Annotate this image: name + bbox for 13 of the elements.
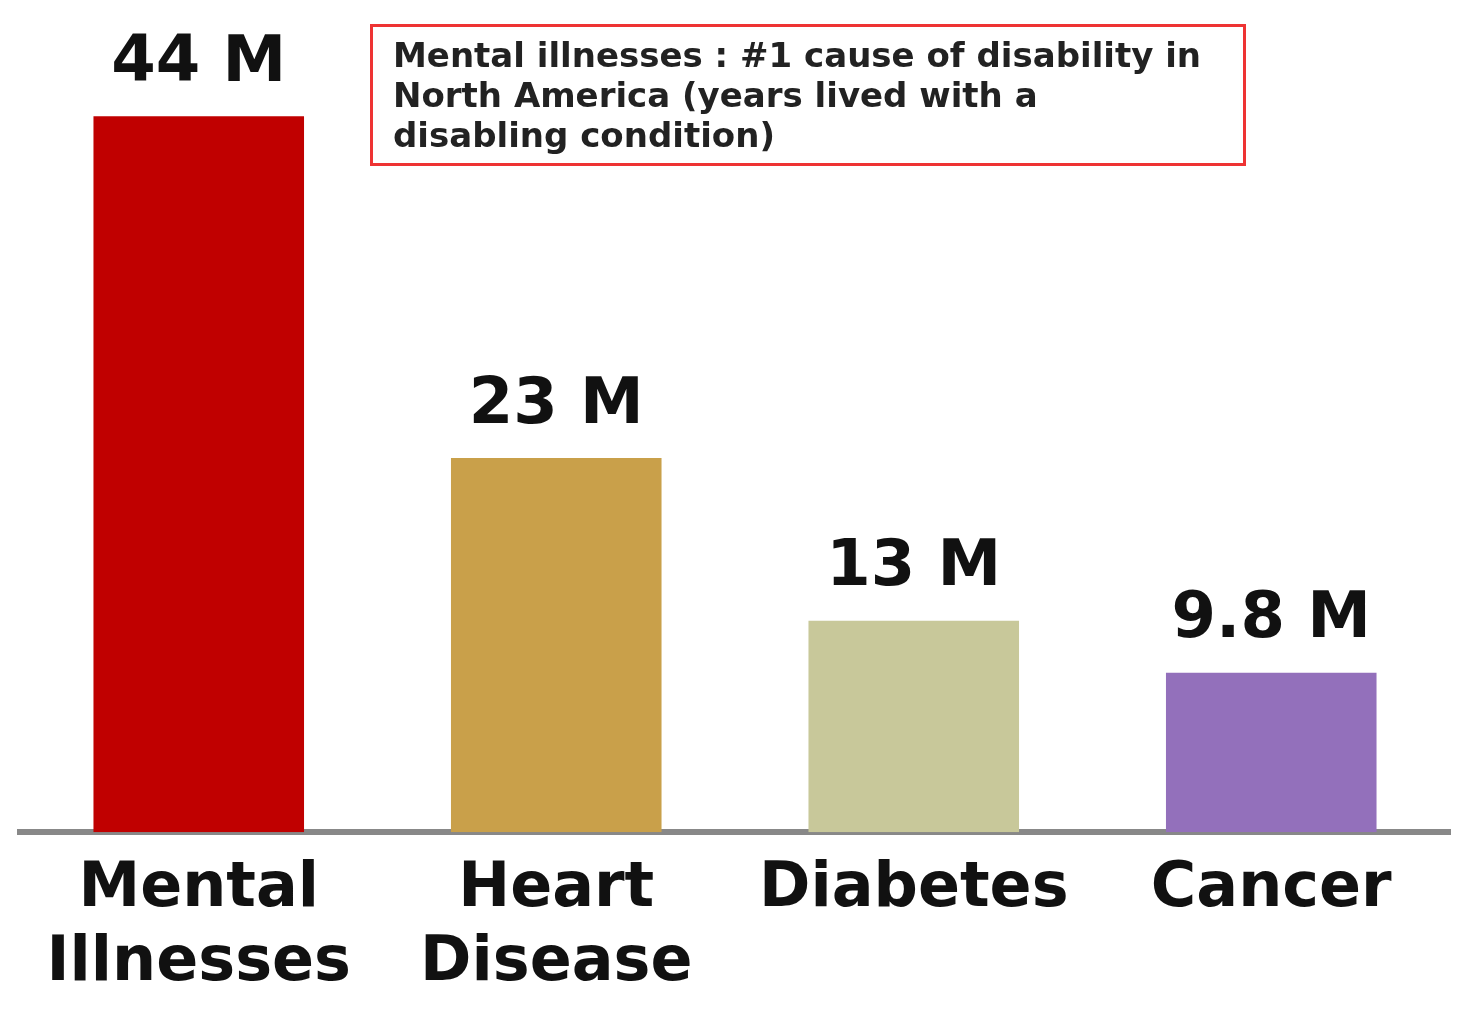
bar [1165,672,1377,833]
data-label: 13 M [826,526,1002,601]
data-label: 23 M [468,363,644,438]
x-tick-label: Cancer [1150,847,1393,921]
x-tick-label: Mental Illnesses [46,847,352,995]
x-tick-label: Diabetes [758,847,1069,921]
x-tick-label: Heart Disease [420,847,693,995]
annotation: Mental illnesses : #1 cause of disability in North America (years lived with a disabling condition) [370,24,1246,166]
bar [93,116,305,833]
bar [450,457,662,833]
data-label: 9.8 M [1171,578,1371,653]
data-label: 44 M [111,21,287,96]
bar [808,620,1020,833]
